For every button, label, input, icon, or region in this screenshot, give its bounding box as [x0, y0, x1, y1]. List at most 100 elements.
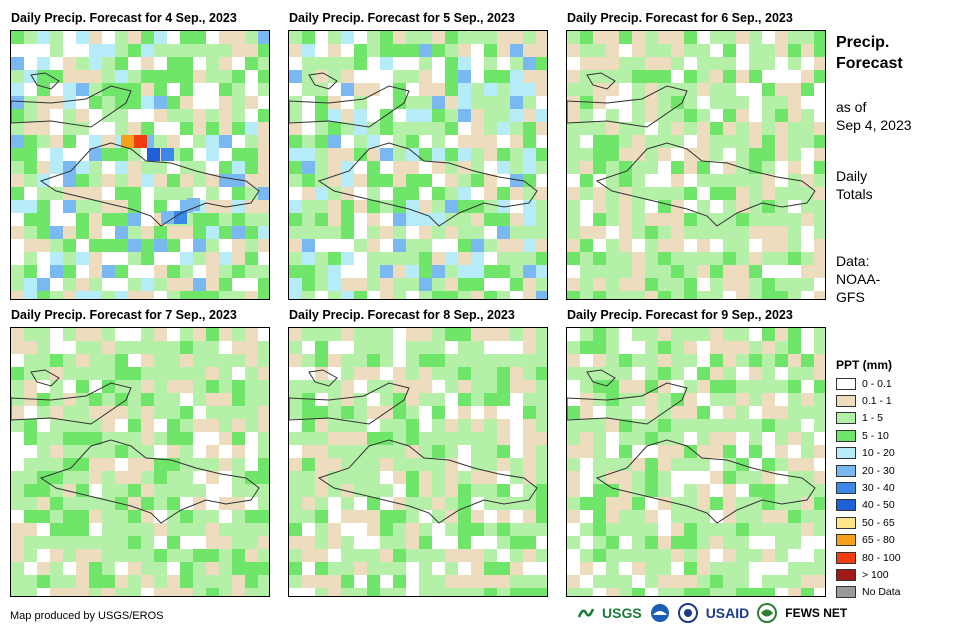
precip-cell — [206, 96, 219, 109]
precip-cell — [11, 265, 24, 278]
precip-cell — [710, 380, 723, 393]
precip-cell — [141, 406, 154, 419]
precip-cell — [632, 445, 645, 458]
precip-cell — [606, 122, 619, 135]
precip-cell — [102, 265, 115, 278]
precip-cell — [632, 265, 645, 278]
precip-cell — [37, 510, 50, 523]
precip-cell — [245, 328, 258, 341]
precip-cell — [710, 354, 723, 367]
legend-item: No Data — [836, 584, 901, 601]
precip-cell — [380, 575, 393, 588]
precip-cell — [154, 135, 167, 148]
precip-cell — [723, 406, 736, 419]
precip-cell — [180, 109, 193, 122]
precip-cell — [245, 252, 258, 265]
precip-cell — [710, 406, 723, 419]
precip-cell — [219, 57, 232, 70]
precip-cell — [128, 367, 141, 380]
precip-cell — [697, 497, 710, 510]
precip-cell — [341, 148, 354, 161]
precip-cell — [497, 393, 510, 406]
precip-cell — [115, 174, 128, 187]
precip-cell — [593, 588, 606, 596]
precip-cell — [232, 380, 245, 393]
precip-cell — [458, 70, 471, 83]
precip-cell — [471, 57, 484, 70]
precip-cell — [471, 575, 484, 588]
legend-item: 65 - 80 — [836, 532, 901, 549]
precip-cell — [302, 96, 315, 109]
precip-cell — [154, 122, 167, 135]
precip-cell — [167, 122, 180, 135]
precip-cell — [749, 445, 762, 458]
precip-cell — [302, 432, 315, 445]
fews-logo-text: FEWS NET — [785, 606, 848, 620]
precip-cell — [432, 445, 445, 458]
precip-cell — [128, 354, 141, 367]
precip-cell — [736, 174, 749, 187]
precip-cell — [315, 161, 328, 174]
precip-cell — [445, 187, 458, 200]
precip-cell — [89, 187, 102, 200]
precip-cell — [788, 148, 801, 161]
precip-cell — [775, 458, 788, 471]
precip-cell — [89, 70, 102, 83]
precip-cell — [749, 367, 762, 380]
precip-cell — [219, 367, 232, 380]
precip-cell — [258, 445, 269, 458]
precip-cell — [315, 57, 328, 70]
precip-cell — [580, 419, 593, 432]
precip-cell — [354, 471, 367, 484]
precip-cell — [167, 367, 180, 380]
precip-cell — [684, 445, 697, 458]
precip-cell — [801, 109, 814, 122]
precip-cell — [671, 471, 684, 484]
precip-cell — [606, 354, 619, 367]
precip-cell — [102, 122, 115, 135]
precip-cell — [684, 367, 697, 380]
precip-cell — [393, 187, 406, 200]
precip-cell — [341, 471, 354, 484]
precip-cell — [497, 406, 510, 419]
precip-cell — [302, 562, 315, 575]
precip-cell — [749, 291, 762, 299]
precip-cell — [788, 278, 801, 291]
precip-cell — [206, 31, 219, 44]
precip-cell — [167, 432, 180, 445]
precip-cell — [458, 328, 471, 341]
usaid-logo-text: USAID — [705, 605, 750, 621]
precip-cell — [50, 57, 63, 70]
precip-cell — [536, 367, 547, 380]
precip-cell — [167, 44, 180, 57]
precip-cell — [736, 445, 749, 458]
precip-cell — [315, 367, 328, 380]
precip-cell — [11, 213, 24, 226]
precip-cell — [89, 135, 102, 148]
precip-cell — [510, 187, 523, 200]
precip-cell — [380, 367, 393, 380]
precip-cell — [393, 575, 406, 588]
precip-cell — [167, 419, 180, 432]
precip-cell — [180, 328, 193, 341]
precip-cell — [619, 380, 632, 393]
totals-line-1: Daily — [836, 168, 868, 184]
precip-cell — [289, 588, 302, 596]
precip-cell — [471, 96, 484, 109]
asof-line-1: as of — [836, 99, 867, 115]
precip-cell — [658, 432, 671, 445]
precip-cell — [393, 252, 406, 265]
legend-swatch — [836, 377, 856, 390]
precip-cell — [736, 484, 749, 497]
precip-cell — [749, 57, 762, 70]
precip-cell — [606, 380, 619, 393]
precip-cell — [658, 44, 671, 57]
precip-cell — [167, 291, 180, 299]
precip-cell — [206, 135, 219, 148]
precip-cell — [406, 31, 419, 44]
precip-cell — [232, 239, 245, 252]
precip-cell — [497, 70, 510, 83]
precip-cell — [749, 562, 762, 575]
precip-cell — [63, 367, 76, 380]
precip-cell — [380, 341, 393, 354]
